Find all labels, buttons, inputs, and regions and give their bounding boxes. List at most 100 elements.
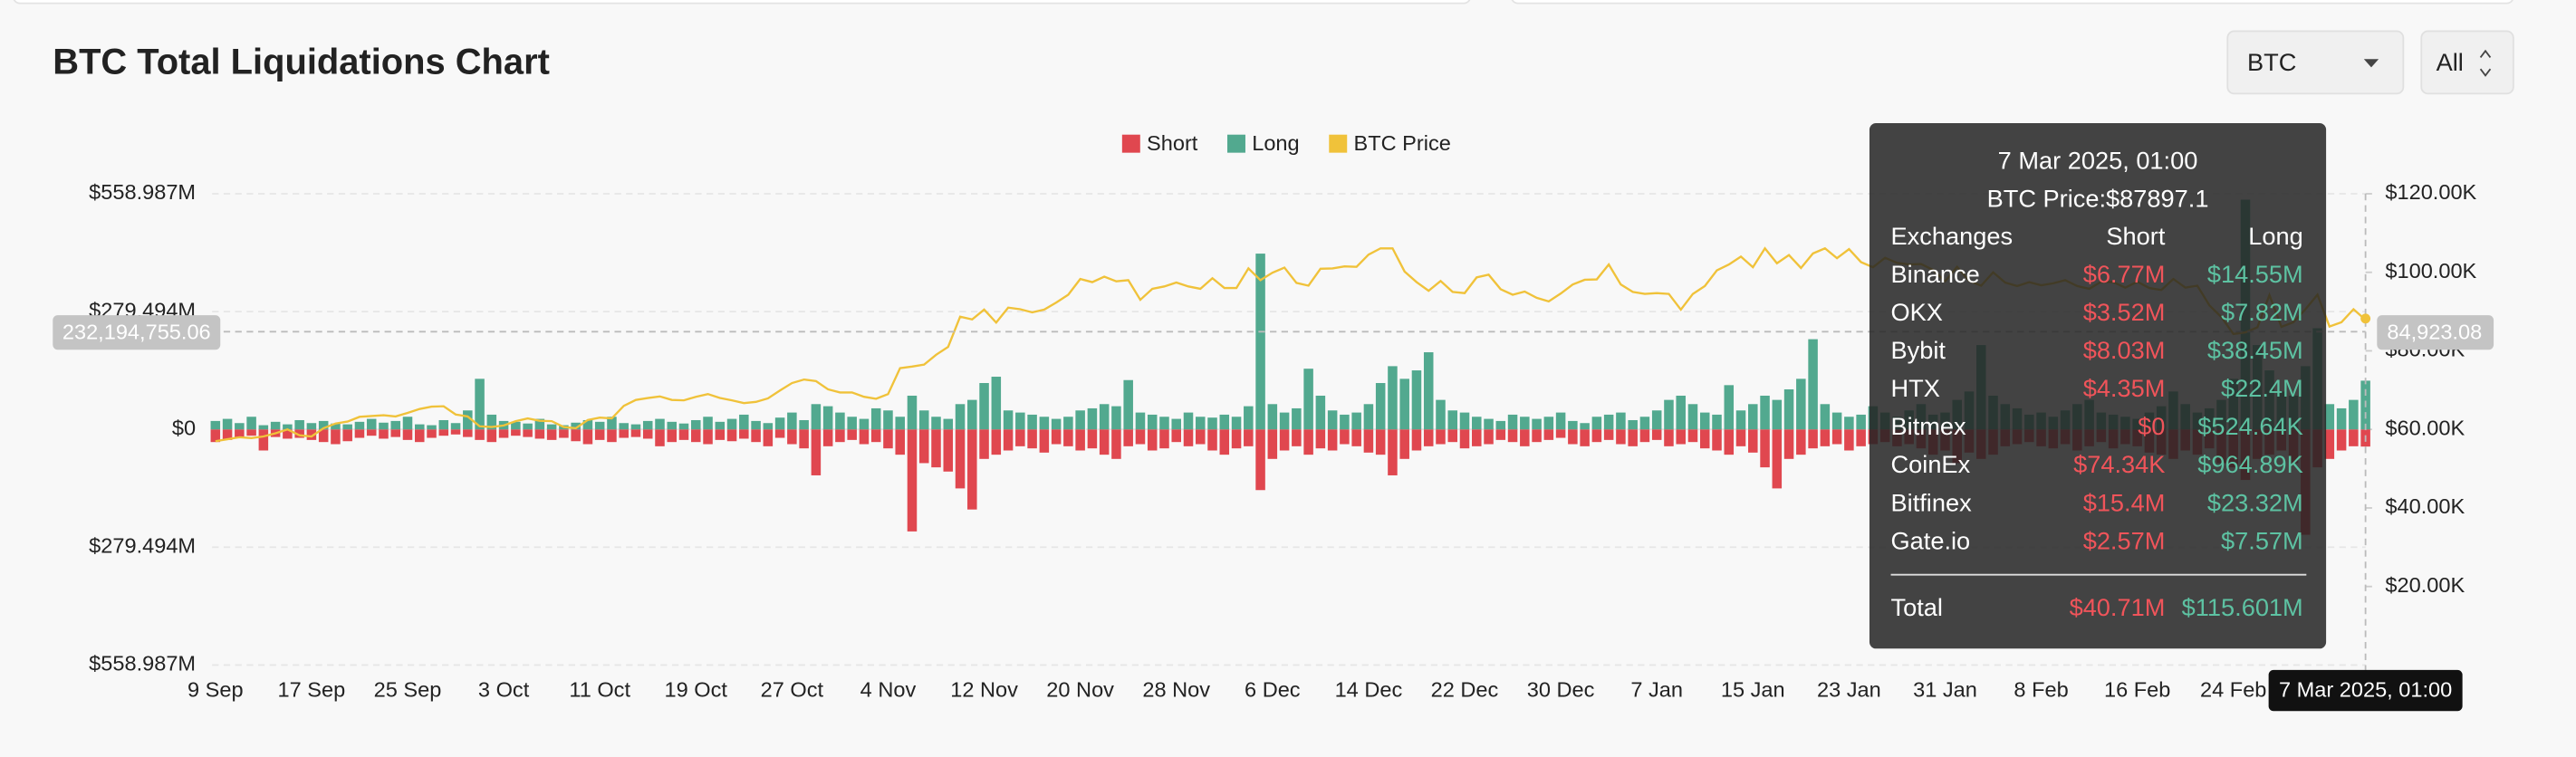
range-select-value[interactable]: All <box>2437 48 2464 76</box>
bar <box>318 420 329 430</box>
bar <box>1712 429 1722 451</box>
bar <box>511 421 521 430</box>
bar <box>715 421 726 430</box>
bar <box>1856 414 1866 430</box>
tooltip-cell: $74.34K <box>2073 450 2165 478</box>
bar <box>907 395 918 430</box>
bar <box>1472 417 1482 430</box>
bar <box>1388 429 1398 475</box>
y2-tick-label: $40.00K <box>2385 494 2465 518</box>
bar <box>463 410 473 430</box>
bar <box>1015 429 1025 446</box>
bar <box>415 429 425 443</box>
bar <box>1687 404 1698 430</box>
bar <box>1580 429 1590 446</box>
legend-swatch <box>1121 134 1140 153</box>
bar <box>1279 412 1290 430</box>
bar <box>943 418 954 430</box>
bar <box>1075 429 1085 451</box>
bar <box>1735 429 1746 446</box>
x-tick-label: 31 Jan <box>1913 678 1977 702</box>
x-tick-label: 20 Nov <box>1046 678 1114 702</box>
bar <box>655 418 665 430</box>
bar <box>1267 429 1278 459</box>
bar <box>1543 429 1554 440</box>
x-tick-label: 7 Jan <box>1630 678 1683 702</box>
bar <box>991 377 1002 430</box>
bar <box>1724 385 1735 430</box>
bar <box>475 378 485 430</box>
bar <box>931 429 941 468</box>
bar <box>1159 417 1169 430</box>
bar <box>354 429 365 438</box>
bar <box>1051 418 1062 430</box>
bar <box>486 429 497 443</box>
bar <box>1783 388 1794 430</box>
bar <box>822 406 833 430</box>
tooltip-cell: OKX <box>1891 298 1943 326</box>
bar <box>967 429 977 510</box>
bar <box>1616 412 1626 430</box>
bar <box>511 429 521 436</box>
bar <box>463 429 473 437</box>
bar <box>1111 429 1121 459</box>
bar <box>1075 410 1085 430</box>
bar <box>498 429 509 438</box>
bar <box>630 424 641 430</box>
coin-select[interactable] <box>2226 30 2405 95</box>
range-caret <box>2479 49 2492 77</box>
bar <box>1603 429 1614 440</box>
bar <box>1363 429 1374 453</box>
bar <box>379 429 389 439</box>
bar <box>1568 429 1578 445</box>
bar <box>1003 410 1014 430</box>
bar <box>655 429 665 446</box>
bar <box>571 422 581 430</box>
bar <box>1555 429 1566 438</box>
bar <box>258 425 269 430</box>
bar <box>331 423 341 430</box>
bar <box>1699 429 1710 449</box>
bar <box>1039 417 1050 430</box>
bar <box>1484 418 1494 430</box>
bar <box>1628 429 1638 446</box>
bar <box>1568 420 1578 430</box>
bar <box>895 417 905 430</box>
bar <box>1159 429 1169 449</box>
range-select[interactable] <box>2420 30 2514 95</box>
legend-label: Long <box>1252 131 1299 155</box>
bar <box>1171 418 1181 430</box>
bar <box>870 429 881 443</box>
bar <box>630 429 641 437</box>
x-tick-label: 22 Dec <box>1431 678 1499 702</box>
bar <box>534 429 545 439</box>
bar <box>331 429 341 445</box>
bar <box>534 418 545 430</box>
bar <box>763 423 774 430</box>
crosshair-y-box <box>53 315 221 350</box>
bar <box>1363 404 1374 430</box>
bar <box>1231 417 1242 430</box>
tooltip-cell: $0 <box>2138 412 2165 440</box>
bar <box>787 412 797 430</box>
bar <box>1183 412 1194 430</box>
bar <box>1244 429 1254 446</box>
tooltip-title: 7 Mar 2025, 01:00 <box>1998 147 2198 175</box>
bar <box>1664 429 1674 446</box>
bar <box>667 429 678 443</box>
bar <box>342 424 352 430</box>
bar <box>270 421 281 430</box>
bar <box>1207 429 1217 451</box>
bar <box>486 414 497 430</box>
bar <box>1616 429 1626 445</box>
bar <box>667 421 678 430</box>
coin-select-value[interactable]: BTC <box>2247 48 2296 76</box>
bar <box>402 429 413 440</box>
bar <box>1796 429 1806 455</box>
bar <box>715 429 726 440</box>
bar <box>1651 410 1662 430</box>
bar <box>955 429 966 489</box>
bar <box>1844 417 1854 430</box>
bar <box>235 429 245 438</box>
crosshair-y2-label: 84,923.08 <box>2387 320 2482 343</box>
